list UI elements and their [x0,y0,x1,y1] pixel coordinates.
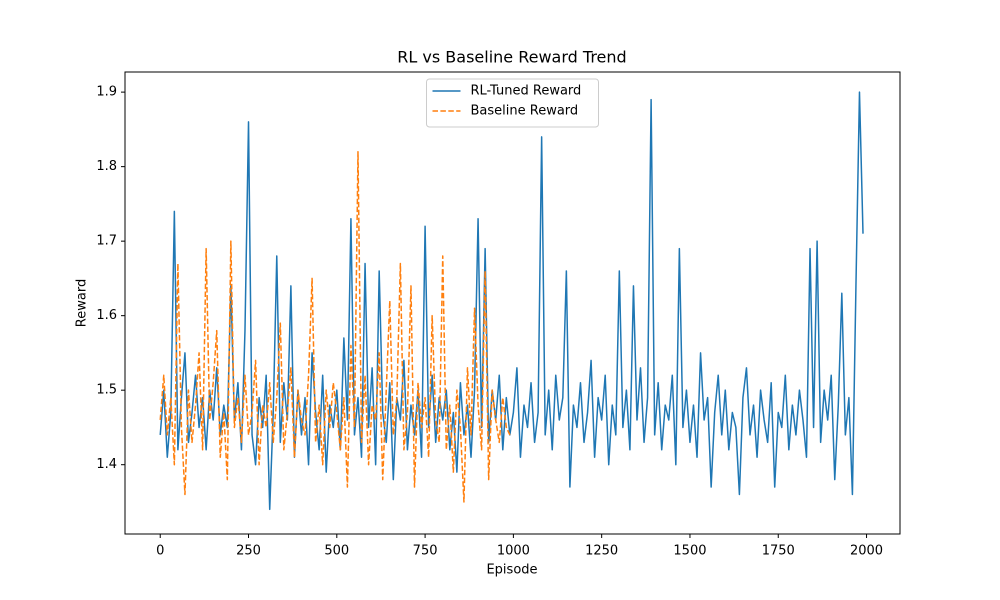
plot-frame [124,71,901,535]
x-tick-label: 1250 [585,544,618,559]
legend: RL-Tuned Reward Baseline Reward [426,78,599,128]
y-axis-label: Reward [75,279,90,327]
x-tick-label: 1750 [762,544,795,559]
series-line [159,91,864,511]
legend-label: Baseline Reward [471,104,579,119]
legend-box [426,78,599,128]
legend-label: RL-Tuned Reward [471,84,582,99]
chart-title: RL vs Baseline Reward Trend [397,48,626,67]
x-tick-label: 500 [324,544,349,559]
x-tick-label: 1500 [673,544,706,559]
x-tick-label: 0 [156,544,164,559]
x-tick-label: 1000 [497,544,530,559]
y-tick-label: 1.7 [96,234,117,249]
y-tick-label: 1.5 [96,383,117,398]
y-tick-label: 1.9 [96,85,117,100]
x-axis-label: Episode [486,563,537,578]
y-tick-label: 1.4 [96,457,117,472]
y-tick-label: 1.8 [96,159,117,174]
series-line [159,150,511,503]
x-tick-label: 2000 [850,544,883,559]
y-tick-label: 1.6 [96,308,117,323]
x-tick-label: 750 [413,544,438,559]
x-tick-label: 250 [236,544,261,559]
